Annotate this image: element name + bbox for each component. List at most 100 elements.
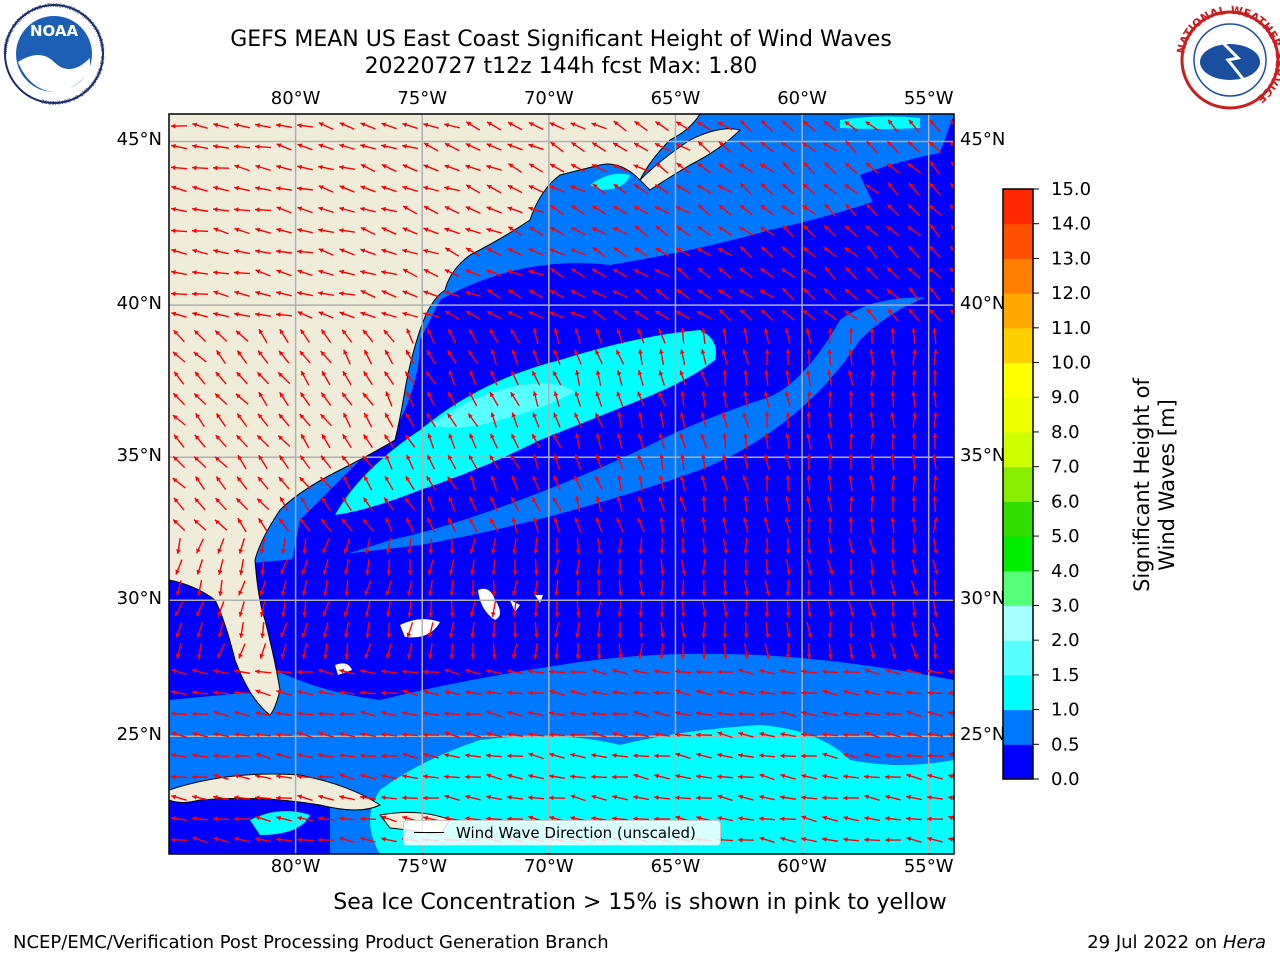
wave-direction-arrow xyxy=(255,815,271,823)
wave-direction-arrow xyxy=(531,496,541,512)
wave-direction-arrow xyxy=(595,328,603,344)
wave-direction-arrow xyxy=(929,287,941,301)
wave-direction-arrow xyxy=(780,268,796,278)
wave-direction-arrow xyxy=(722,579,728,597)
wave-direction-arrow xyxy=(658,391,666,407)
wave-direction-arrow xyxy=(866,308,878,322)
wave-direction-arrow xyxy=(844,246,858,258)
wave-direction-arrow xyxy=(215,413,227,427)
wave-direction-arrow xyxy=(611,816,629,822)
wave-direction-arrow xyxy=(928,267,942,279)
wave-direction-arrow xyxy=(507,858,523,863)
wave-direction-arrow xyxy=(822,142,838,152)
wave-direction-arrow xyxy=(613,246,627,258)
wave-direction-arrow xyxy=(800,732,818,737)
wave-direction-arrow xyxy=(743,537,749,555)
wave-direction-arrow xyxy=(701,642,707,660)
wave-direction-arrow xyxy=(739,119,753,133)
wave-direction-arrow xyxy=(191,144,209,150)
wave-direction-arrow xyxy=(406,391,414,407)
wave-direction-arrow xyxy=(865,225,879,237)
footnote: Sea Ice Concentration > 15% is shown in … xyxy=(333,890,947,915)
wave-direction-arrow xyxy=(196,601,204,617)
wave-direction-arrow xyxy=(490,538,497,554)
wave-direction-arrow xyxy=(299,455,311,469)
wave-direction-arrow xyxy=(254,312,272,317)
wave-direction-arrow xyxy=(321,433,331,449)
wave-direction-arrow xyxy=(469,433,477,449)
wave-direction-arrow xyxy=(275,669,293,675)
wave-direction-arrow xyxy=(806,348,812,366)
wave-direction-arrow xyxy=(764,411,770,429)
wave-direction-arrow xyxy=(676,267,690,279)
wave-direction-arrow xyxy=(343,601,351,617)
wave-direction-arrow xyxy=(822,752,838,760)
wave-direction-arrow xyxy=(213,773,229,781)
wave-direction-arrow xyxy=(320,518,332,532)
wave-direction-arrow xyxy=(322,622,329,638)
wave-direction-arrow xyxy=(700,475,707,491)
colorbar-segment xyxy=(1003,362,1033,398)
colorbar-tick-label: 6.0 xyxy=(1051,491,1080,512)
wave-direction-arrow xyxy=(360,289,376,299)
wave-direction-arrow xyxy=(739,309,753,321)
wave-direction-arrow xyxy=(659,453,665,471)
lat-tick-right: 35°N xyxy=(960,445,1006,467)
wave-direction-arrow xyxy=(658,349,665,365)
wave-direction-arrow xyxy=(912,348,917,366)
colorbar-segment xyxy=(1003,536,1033,572)
wave-direction-arrow xyxy=(510,454,520,470)
wave-direction-arrow xyxy=(260,621,266,639)
chart-title: GEFS MEAN US East Coast Significant Heig… xyxy=(230,27,892,52)
wave-direction-arrow xyxy=(213,227,229,235)
wave-direction-arrow xyxy=(507,121,523,131)
wave-direction-arrow xyxy=(716,711,734,717)
wave-direction-arrow xyxy=(423,227,439,235)
wave-direction-arrow xyxy=(527,795,545,801)
wave-direction-arrow xyxy=(196,622,204,638)
wave-direction-arrow xyxy=(549,226,565,236)
wave-direction-arrow xyxy=(191,270,209,275)
wave-direction-arrow xyxy=(444,122,460,129)
wave-direction-arrow xyxy=(301,622,309,638)
wave-direction-arrow xyxy=(406,328,414,344)
wave-direction-arrow xyxy=(911,369,917,387)
lat-tick-right: 40°N xyxy=(960,293,1006,315)
wave-direction-arrow xyxy=(886,162,900,174)
wave-direction-arrow xyxy=(782,161,794,175)
wave-direction-arrow xyxy=(827,621,833,639)
wave-direction-arrow xyxy=(213,311,229,318)
colorbar-segment xyxy=(1003,397,1033,433)
wave-direction-arrow xyxy=(277,371,291,385)
wave-direction-arrow xyxy=(299,392,311,406)
wave-direction-arrow xyxy=(299,413,311,427)
wave-direction-arrow xyxy=(506,669,524,675)
wave-direction-arrow xyxy=(470,642,476,660)
wave-direction-arrow xyxy=(886,203,900,217)
wave-direction-arrow xyxy=(658,328,666,344)
wave-direction-arrow xyxy=(323,642,328,660)
wave-direction-arrow xyxy=(574,391,582,407)
wave-direction-arrow xyxy=(718,204,732,216)
wave-direction-arrow xyxy=(444,689,460,696)
wave-direction-arrow xyxy=(320,350,332,364)
wave-direction-arrow xyxy=(947,795,954,801)
wave-direction-arrow xyxy=(612,858,628,863)
colorbar-tick-label: 5.0 xyxy=(1051,526,1080,547)
wave-direction-arrow xyxy=(634,288,648,300)
wave-direction-arrow xyxy=(446,476,458,490)
wave-direction-arrow xyxy=(254,837,272,843)
wave-direction-arrow xyxy=(912,411,917,429)
wave-direction-arrow xyxy=(213,290,229,298)
wave-direction-arrow xyxy=(843,309,859,321)
wave-direction-arrow xyxy=(591,689,607,696)
wave-direction-arrow xyxy=(468,328,478,344)
wave-direction-arrow xyxy=(929,182,941,196)
wave-direction-arrow xyxy=(486,121,502,131)
wave-direction-arrow xyxy=(616,496,623,512)
wave-direction-arrow xyxy=(235,393,249,405)
lat-tick-right: 45°N xyxy=(960,129,1006,151)
wave-direction-arrow xyxy=(552,433,562,449)
lon-tick-bottom: 70°W xyxy=(523,856,574,877)
wave-direction-arrow xyxy=(533,579,539,597)
